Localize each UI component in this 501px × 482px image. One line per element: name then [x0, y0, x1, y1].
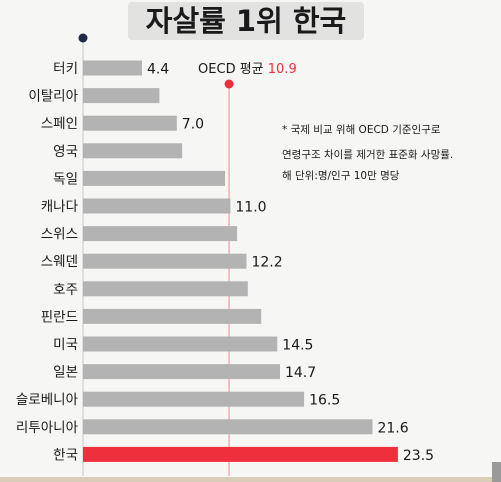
bar-12 — [83, 391, 305, 407]
bar-11 — [83, 364, 280, 380]
note-line-2: 연령구조 차이를 제거한 표준화 사망률. — [282, 149, 454, 161]
category-label-7: 스웨덴 — [41, 254, 78, 270]
value-label-11: 14.7 — [285, 365, 316, 381]
category-label-1: 이탈리아 — [28, 89, 78, 105]
bar-13 — [83, 419, 373, 435]
category-label-3: 영국 — [53, 144, 78, 160]
value-label-0: 4.4 — [147, 62, 169, 78]
chart-title: 자살률 1위 한국 — [145, 4, 347, 38]
note-line-3: 해 단위:명/인구 10만 명당 — [282, 170, 400, 182]
value-label-13: 21.6 — [377, 420, 408, 436]
bar-7 — [83, 253, 247, 269]
bar-9 — [83, 308, 262, 324]
bottom-band — [0, 477, 501, 482]
bar-14 — [83, 446, 398, 462]
oecd-average-value: 10.9 — [268, 62, 297, 77]
value-label-10: 14.5 — [282, 338, 313, 354]
value-label-12: 16.5 — [309, 393, 340, 409]
bar-2 — [83, 115, 177, 131]
category-label-0: 터키 — [53, 61, 78, 77]
category-label-8: 호주 — [53, 282, 78, 298]
bar-0 — [83, 60, 142, 76]
oecd-average-dot — [224, 79, 234, 89]
bar-8 — [83, 281, 248, 297]
title-background — [128, 2, 364, 40]
axis-top-dot — [78, 33, 88, 43]
value-label-7: 12.2 — [251, 255, 282, 271]
note-line-1: * 국제 비교 위해 OECD 기준인구로 — [282, 124, 441, 136]
value-label-5: 11.0 — [235, 200, 266, 216]
bar-5 — [83, 198, 231, 214]
category-label-6: 스위스 — [41, 227, 78, 243]
oecd-average-name: OECD 평균 — [198, 62, 268, 77]
bar-1 — [83, 88, 160, 104]
oecd-average-label: OECD 평균 10.9 — [198, 62, 297, 77]
bar-4 — [83, 170, 226, 186]
bar-10 — [83, 336, 278, 352]
bar-6 — [83, 226, 238, 242]
category-label-10: 미국 — [53, 337, 78, 353]
bar-3 — [83, 143, 183, 159]
category-label-5: 캐나다 — [41, 199, 79, 215]
corner-mark — [492, 462, 501, 482]
value-label-2: 7.0 — [182, 117, 204, 133]
category-label-4: 독일 — [53, 171, 78, 187]
category-label-13: 리투아니아 — [16, 420, 79, 436]
category-label-9: 핀란드 — [41, 309, 78, 325]
category-label-14: 한국 — [53, 447, 78, 463]
category-label-12: 슬로베니아 — [16, 392, 79, 408]
category-label-2: 스페인 — [41, 116, 78, 132]
category-label-11: 일본 — [53, 365, 78, 381]
value-label-14: 23.5 — [403, 448, 434, 464]
